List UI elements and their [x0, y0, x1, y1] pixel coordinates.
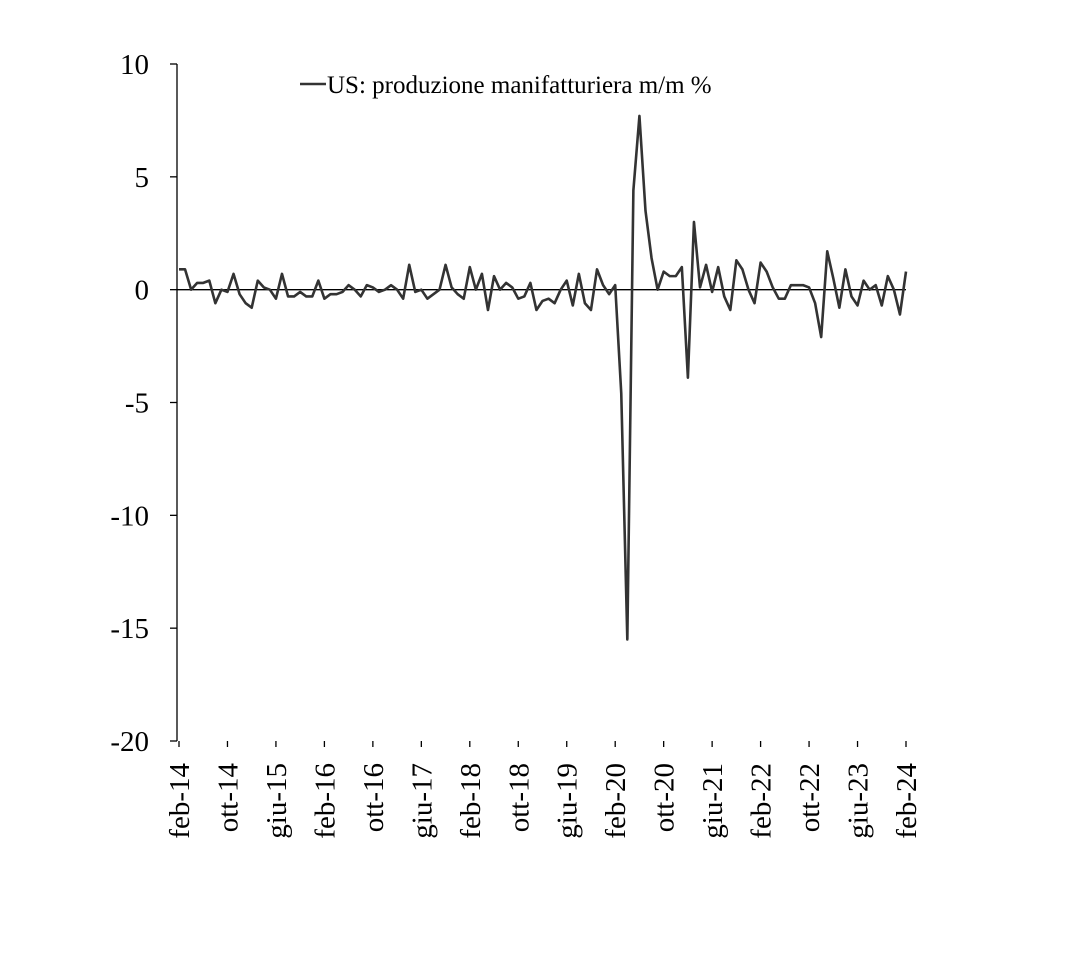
- x-tick-label: giu-19: [552, 763, 584, 839]
- series-line: [179, 114, 908, 641]
- legend: US: produzione manifatturiera m/m %: [300, 72, 712, 99]
- x-tick-label: feb-22: [746, 763, 778, 839]
- legend-label: US: produzione manifatturiera m/m %: [327, 72, 712, 99]
- y-tick-label: -10: [110, 500, 149, 532]
- y-tick-label: -15: [110, 613, 149, 645]
- x-tick-label: ott-16: [358, 763, 390, 832]
- x-tick-label: feb-16: [309, 763, 341, 839]
- y-tick-label: 5: [135, 162, 150, 194]
- y-tick-label: -5: [125, 388, 149, 420]
- series-layer: [179, 114, 908, 641]
- x-axis: feb-14 ott-14 giu-15 feb-16 ott-16 giu-17 feb-…: [164, 289, 923, 839]
- x-tick-label: ott-20: [649, 763, 681, 832]
- y-tick-label: 0: [135, 275, 150, 307]
- x-tick-label: giu-21: [697, 763, 729, 839]
- x-tick-label: giu-15: [261, 763, 293, 839]
- x-tick-label: feb-24: [891, 763, 923, 839]
- y-axis: 10 5 0 -5 -10 -15 -20: [110, 49, 178, 758]
- x-tick-label: ott-14: [212, 763, 244, 833]
- x-tick-label: feb-18: [455, 763, 487, 839]
- x-tick-label: ott-18: [503, 763, 535, 832]
- x-tick-label: ott-22: [794, 763, 826, 832]
- x-tick-label: feb-14: [164, 763, 196, 839]
- x-tick-label: feb-20: [600, 763, 632, 839]
- x-tick-label: giu-23: [843, 763, 875, 839]
- y-tick-label: -20: [110, 726, 149, 758]
- y-tick-label: 10: [120, 49, 149, 81]
- x-tick-label: giu-17: [406, 763, 438, 839]
